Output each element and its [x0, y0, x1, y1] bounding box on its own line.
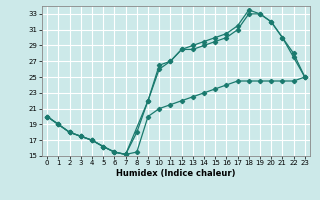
X-axis label: Humidex (Indice chaleur): Humidex (Indice chaleur) — [116, 169, 236, 178]
